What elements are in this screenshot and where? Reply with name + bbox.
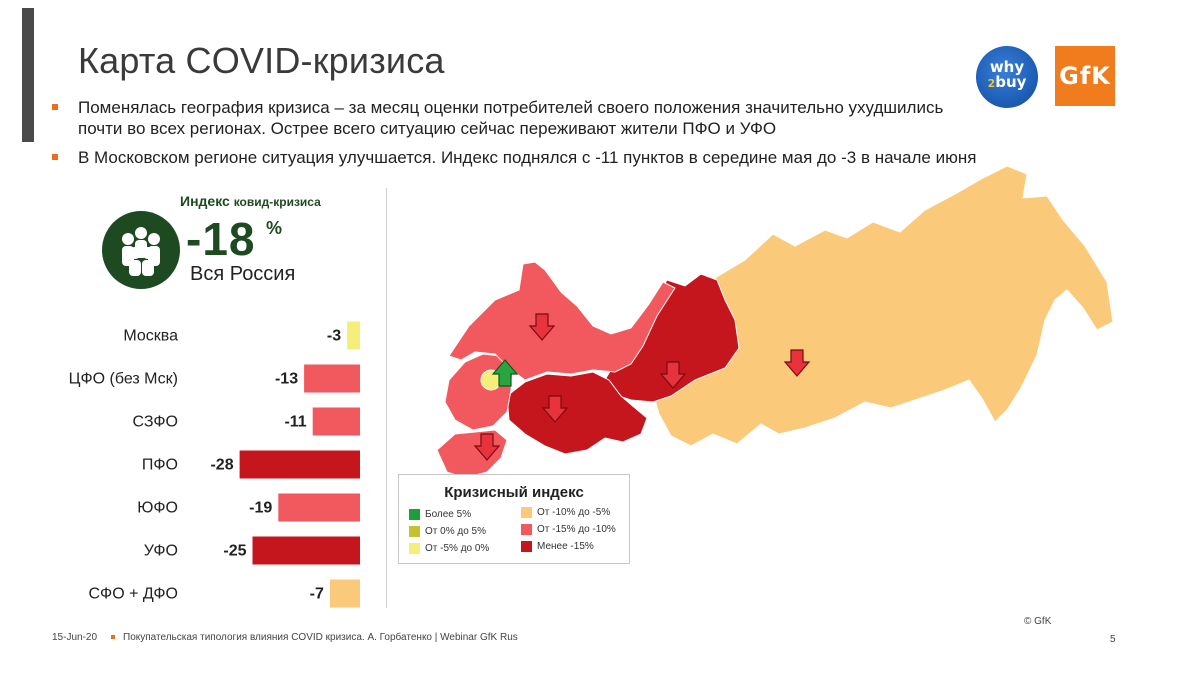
- bar-value-label: -19: [249, 500, 272, 517]
- bar: [329, 579, 360, 608]
- page-number: 5: [1110, 634, 1116, 645]
- arrow-down-icon: [659, 361, 687, 389]
- gfk-logo: GfK: [1055, 46, 1115, 106]
- bar: [239, 450, 360, 479]
- regional-index-bar-chart: -3 Москва -13 ЦФО (без Мск) -11 СЗФО -28 ПФО -19…: [69, 321, 360, 608]
- legend-swatch: [521, 507, 532, 518]
- bar-value-label: -7: [310, 586, 324, 603]
- arrow-down-icon: [541, 395, 569, 423]
- legend-item: От -15% до -10%: [521, 524, 616, 535]
- legend-label: От -10% до -5%: [537, 507, 611, 519]
- legend-title: Кризисный индекс: [444, 484, 584, 501]
- bullet-marker: [52, 104, 58, 110]
- index-label-small: ковид-кризиса: [233, 195, 321, 209]
- legend-label: От -15% до -10%: [537, 524, 616, 536]
- category-label: ПФО: [142, 457, 178, 474]
- bullet-marker: [52, 154, 58, 160]
- bullet-item: В Московском регионе ситуация улучшается…: [52, 147, 992, 168]
- why2buy-logo: why 2buy: [976, 46, 1038, 108]
- index-label-bold: Индекс: [180, 193, 230, 209]
- legend-item: От -10% до -5%: [521, 507, 610, 518]
- accent-bar: [22, 8, 34, 142]
- bar: [347, 321, 360, 350]
- footer-text: Покупательская типология влияния COVID к…: [123, 632, 518, 643]
- arrow-up-icon: [491, 359, 519, 387]
- bar: [278, 493, 360, 522]
- legend-label: От 0% до 5%: [425, 526, 486, 538]
- vertical-divider: [386, 188, 387, 608]
- slide-title: Карта COVID-кризиса: [78, 40, 445, 81]
- russia-crisis-map: [436, 165, 1114, 479]
- category-label: Москва: [123, 328, 178, 345]
- bar-value-label: -28: [210, 457, 233, 474]
- legend-swatch: [409, 526, 420, 537]
- bar-value-label: -11: [284, 414, 306, 431]
- map-legend: Кризисный индекс Более 5% От 0% до 5% От…: [398, 474, 630, 564]
- map-region-yufo: [436, 429, 508, 479]
- legend-item: Более 5%: [409, 509, 471, 520]
- index-value: -18: [186, 213, 256, 265]
- bar: [252, 536, 360, 565]
- index-label: Индекс ковид-кризиса: [180, 193, 321, 209]
- legend-item: От -5% до 0%: [409, 543, 489, 554]
- index-subtitle: Вся Россия: [190, 263, 296, 285]
- category-label: ЦФО (без Мск): [69, 371, 178, 388]
- legend-swatch: [409, 509, 420, 520]
- people-group-icon: [102, 211, 180, 289]
- footer-date: 15-Jun-20: [52, 632, 98, 643]
- arrow-down-icon: [528, 313, 556, 341]
- arrow-down-icon: [473, 433, 501, 461]
- category-label: СФО + ДФО: [89, 586, 179, 603]
- bar-value-label: -25: [223, 543, 246, 560]
- map-region-sfo-dfo: [650, 165, 1114, 447]
- footer-marker: [111, 635, 116, 640]
- bullet-text: В Московском регионе ситуация улучшается…: [78, 148, 977, 167]
- category-label: СЗФО: [133, 414, 178, 431]
- bar-value-label: -13: [275, 371, 298, 388]
- copyright: © GfK: [1024, 616, 1052, 627]
- index-unit: %: [266, 218, 283, 238]
- bullet-item: Поменялась география кризиса – за месяц …: [52, 97, 992, 139]
- legend-swatch: [409, 543, 420, 554]
- legend-item: Менее -15%: [521, 541, 594, 552]
- bar-value-label: -3: [327, 328, 341, 345]
- category-label: ЮФО: [137, 500, 178, 517]
- legend-label: От -5% до 0%: [425, 543, 490, 555]
- legend-swatch: [521, 524, 532, 535]
- arrow-down-icon: [783, 349, 811, 377]
- category-label: УФО: [144, 543, 178, 560]
- map-region-pfo: [506, 371, 648, 455]
- bar: [312, 407, 360, 436]
- legend-item: От 0% до 5%: [409, 526, 486, 537]
- bullet-list: Поменялась география кризиса – за месяц …: [52, 97, 992, 176]
- legend-label: Менее -15%: [537, 541, 594, 553]
- bullet-text: Поменялась география кризиса – за месяц …: [78, 98, 944, 138]
- footer: 15-Jun-20 Покупательская типология влияни…: [52, 632, 518, 643]
- legend-label: Более 5%: [425, 509, 472, 521]
- bar: [304, 364, 360, 393]
- legend-swatch: [521, 541, 532, 552]
